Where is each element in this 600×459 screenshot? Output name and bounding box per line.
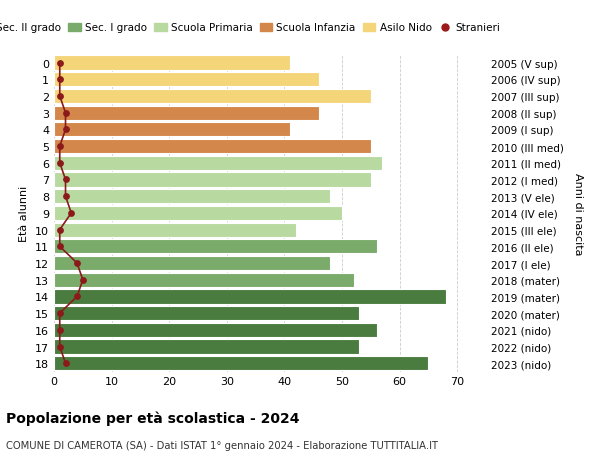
Bar [54, 273, 353, 287]
Bar [54, 257, 331, 270]
Point [61, 110, 70, 117]
Point [55, 243, 65, 251]
Bar [54, 223, 296, 237]
Bar [54, 240, 377, 254]
Point [72, 260, 82, 267]
Bar [54, 323, 377, 337]
Point [61, 126, 70, 134]
Point [61, 176, 70, 184]
Point [72, 293, 82, 301]
Point [78, 276, 88, 284]
Point [55, 143, 65, 151]
Point [67, 210, 76, 217]
Point [55, 226, 65, 234]
Point [55, 160, 65, 167]
Point [55, 93, 65, 101]
Legend: Sec. II grado, Sec. I grado, Scuola Primaria, Scuola Infanzia, Asilo Nido, Stran: Sec. II grado, Sec. I grado, Scuola Prim… [0, 19, 505, 37]
Bar [54, 207, 342, 220]
Bar [54, 140, 371, 154]
Y-axis label: Età alunni: Età alunni [19, 185, 29, 241]
Bar [54, 306, 359, 320]
Point [55, 343, 65, 351]
Bar [54, 106, 319, 121]
Bar [54, 123, 290, 137]
Bar [54, 90, 371, 104]
Bar [54, 290, 446, 304]
Bar [54, 56, 290, 71]
Point [55, 76, 65, 84]
Bar [54, 340, 359, 354]
Bar [54, 190, 331, 204]
Text: Popolazione per età scolastica - 2024: Popolazione per età scolastica - 2024 [6, 411, 299, 425]
Point [55, 60, 65, 67]
Point [61, 193, 70, 201]
Point [55, 326, 65, 334]
Bar [54, 173, 371, 187]
Point [55, 310, 65, 317]
Point [61, 360, 70, 367]
Bar [54, 157, 382, 170]
Y-axis label: Anni di nascita: Anni di nascita [573, 172, 583, 255]
Bar [54, 356, 428, 370]
Bar [54, 73, 319, 87]
Text: COMUNE DI CAMEROTA (SA) - Dati ISTAT 1° gennaio 2024 - Elaborazione TUTTITALIA.I: COMUNE DI CAMEROTA (SA) - Dati ISTAT 1° … [6, 440, 438, 450]
